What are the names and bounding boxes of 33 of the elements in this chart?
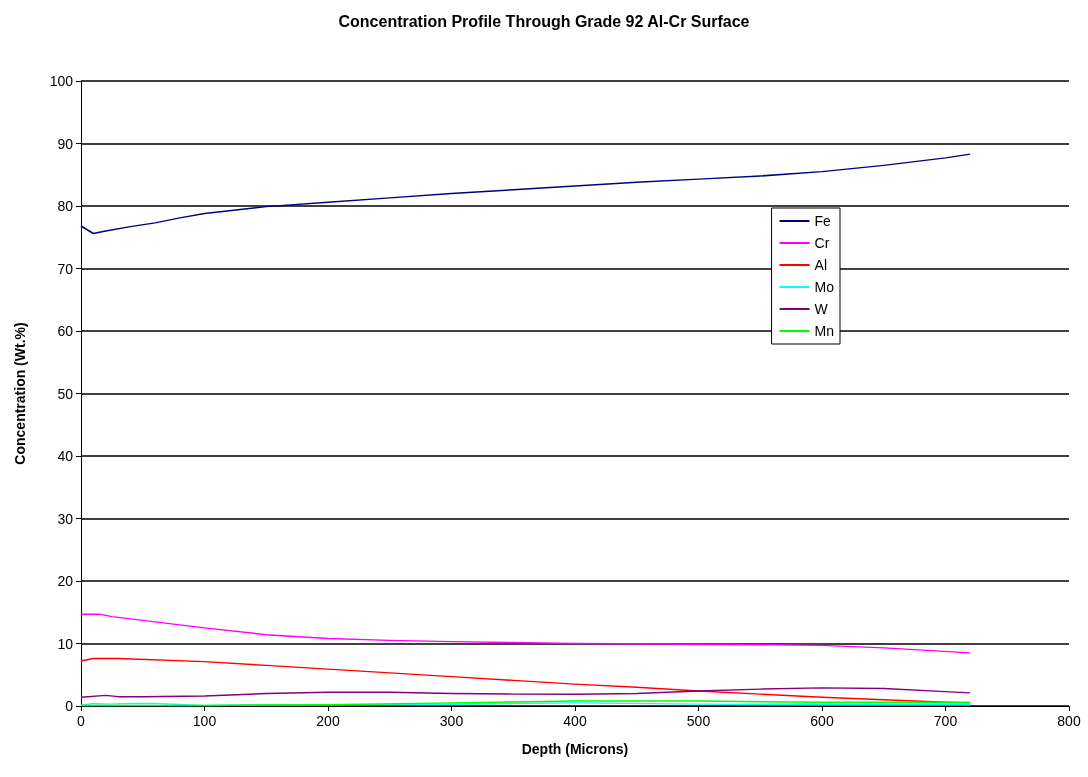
- legend-label: Cr: [814, 235, 830, 251]
- x-tick-label: 500: [686, 713, 711, 729]
- y-tick-label: 30: [57, 510, 74, 527]
- legend-label: Fe: [814, 213, 832, 229]
- x-tick-label: 0: [77, 713, 86, 729]
- y-tick-label: 20: [57, 573, 74, 589]
- x-tick-label: 400: [563, 713, 587, 729]
- y-tick-label: 40: [57, 448, 74, 464]
- x-tick-label: 600: [810, 713, 834, 729]
- y-tick-label: 10: [57, 635, 74, 652]
- line-series: [80, 687, 971, 698]
- line-series: [80, 613, 971, 654]
- y-tick-label: 60: [57, 323, 74, 339]
- line-series: [80, 153, 971, 235]
- y-tick-label: 80: [57, 198, 74, 214]
- x-tick-label: 100: [192, 713, 217, 729]
- y-tick-label: 70: [57, 260, 74, 277]
- legend-label: Mn: [814, 323, 834, 339]
- y-axis-title: Concentration (Wt.%): [12, 322, 28, 465]
- x-tick-label: 800: [1057, 713, 1081, 729]
- legend-label: Mo: [814, 279, 835, 295]
- legend-label: Al: [814, 257, 827, 273]
- y-tick-label: 0: [65, 698, 74, 714]
- chart-title: Concentration Profile Through Grade 92 Al-Cr Surface: [338, 12, 750, 30]
- y-tick-label: 50: [57, 385, 74, 402]
- line-series: [80, 657, 971, 704]
- y-tick-label: 100: [49, 73, 74, 89]
- x-axis-title: Depth (Microns): [521, 741, 629, 757]
- y-tick-label: 90: [57, 135, 74, 152]
- legend-label: W: [814, 301, 829, 317]
- x-tick-label: 300: [439, 713, 464, 729]
- x-tick-label: 700: [933, 713, 958, 729]
- x-tick-label: 200: [316, 713, 340, 729]
